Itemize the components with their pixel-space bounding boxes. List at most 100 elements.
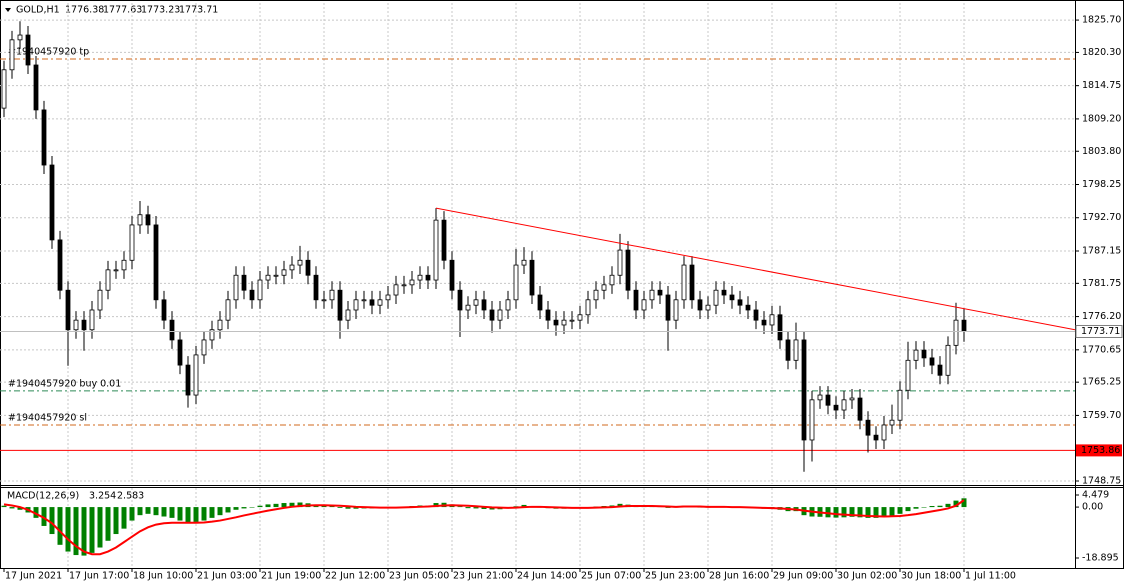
- candle-body: [873, 434, 879, 441]
- candle-body: [705, 304, 711, 311]
- candle-body: [913, 349, 919, 361]
- y-tick-label: 4.479: [1082, 490, 1109, 501]
- candle-body: [169, 319, 175, 341]
- candle-body: [329, 289, 335, 301]
- macd-bar: [193, 507, 199, 522]
- candle-body: [161, 299, 167, 321]
- candle-body: [713, 289, 719, 306]
- candle-body: [929, 357, 935, 366]
- y-tick-label: 1770.65: [1082, 344, 1121, 355]
- candle-body: [217, 319, 223, 331]
- candle-body: [641, 299, 647, 311]
- candle-body: [481, 299, 487, 311]
- candle-body: [857, 397, 863, 421]
- candle-body: [945, 344, 951, 376]
- macd-bar: [857, 507, 863, 518]
- candle-body: [737, 299, 743, 306]
- x-tick-label: 22 Jun 12:00: [325, 571, 385, 582]
- macd-bar: [121, 507, 127, 529]
- candle-body: [833, 404, 839, 411]
- candle-body: [881, 424, 887, 441]
- candle-body: [9, 39, 15, 71]
- symbol: GOLD,H1: [16, 5, 60, 16]
- candle-body: [145, 214, 151, 226]
- candle-body: [921, 349, 927, 359]
- candle-body: [721, 289, 727, 296]
- macd-bar: [225, 507, 231, 513]
- macd-bar: [89, 507, 95, 553]
- trendline: [435, 207, 1076, 331]
- candle-body: [177, 339, 183, 366]
- candle-body: [393, 284, 399, 296]
- candle-body: [657, 289, 663, 296]
- candle-body: [425, 274, 431, 281]
- x-tick-label: 17 Jun 17:00: [69, 571, 129, 582]
- candle-body: [585, 299, 591, 316]
- candle-body: [41, 109, 47, 166]
- candle-body: [489, 309, 495, 321]
- y-tick-label: 1776.20: [1082, 311, 1121, 322]
- candle-body: [577, 314, 583, 321]
- candle-body: [529, 259, 535, 296]
- candle-body: [729, 294, 735, 301]
- y-tick-label: 1814.75: [1082, 80, 1121, 91]
- x-tick-label: 23 Jun 05:00: [389, 571, 449, 582]
- y-tick-label: 1792.70: [1082, 212, 1121, 223]
- candle-body: [561, 319, 567, 326]
- macd-bar: [473, 507, 479, 509]
- candle-body: [241, 274, 247, 291]
- macd-bar: [9, 507, 15, 509]
- candle-body: [433, 219, 439, 281]
- candle-body: [801, 339, 807, 441]
- macd-bar: [249, 507, 255, 508]
- macd-bar: [849, 507, 855, 517]
- y-tick-label: 1781.75: [1082, 278, 1121, 289]
- candle-body: [233, 274, 239, 301]
- bar-low: 1773.23: [141, 5, 180, 16]
- candle-body: [409, 279, 415, 286]
- candle-body: [897, 389, 903, 421]
- candle-body: [569, 319, 575, 322]
- menu-arrow[interactable]: [5, 8, 11, 12]
- x-tick-label: 17 Jun 2021: [5, 571, 62, 582]
- candle-body: [153, 224, 159, 301]
- macd-bar: [913, 507, 919, 509]
- candle-body: [889, 419, 895, 426]
- y-tick-label: 1787.15: [1082, 245, 1121, 256]
- candle-body: [777, 314, 783, 341]
- macd-bar: [841, 507, 847, 518]
- macd-bar: [81, 507, 87, 556]
- macd-bar: [169, 507, 175, 518]
- candle-body: [17, 34, 23, 41]
- macd-bar: [65, 507, 71, 552]
- y-tick-label: 1803.80: [1082, 146, 1121, 157]
- x-tick-label: 21 Jun 19:00: [261, 571, 321, 582]
- macd-bar: [281, 503, 287, 508]
- macd-bar: [153, 507, 159, 516]
- candle-body: [313, 274, 319, 301]
- macd-bar: [905, 507, 911, 512]
- candle-body: [457, 289, 463, 311]
- candle-body: [817, 394, 823, 401]
- candle-body: [105, 269, 111, 291]
- bid-price-box: [1075, 324, 1123, 338]
- candle-body: [593, 289, 599, 301]
- macd-bar: [897, 507, 903, 514]
- x-tick-label: 23 Jun 21:00: [453, 571, 513, 582]
- candle-body: [281, 269, 287, 276]
- candle-body: [545, 309, 551, 321]
- candle-body: [865, 419, 871, 436]
- candle-body: [745, 304, 751, 311]
- macd-bar: [881, 507, 887, 517]
- candle-body: [633, 289, 639, 311]
- candle-body: [129, 224, 135, 261]
- candle-body: [273, 274, 279, 277]
- candle-body: [49, 164, 55, 241]
- macd-bar: [265, 504, 271, 508]
- macd-bar: [953, 500, 959, 508]
- candle-body: [121, 259, 127, 271]
- candle-body: [65, 289, 71, 331]
- macd-bar: [161, 507, 167, 517]
- candle-body: [225, 299, 231, 321]
